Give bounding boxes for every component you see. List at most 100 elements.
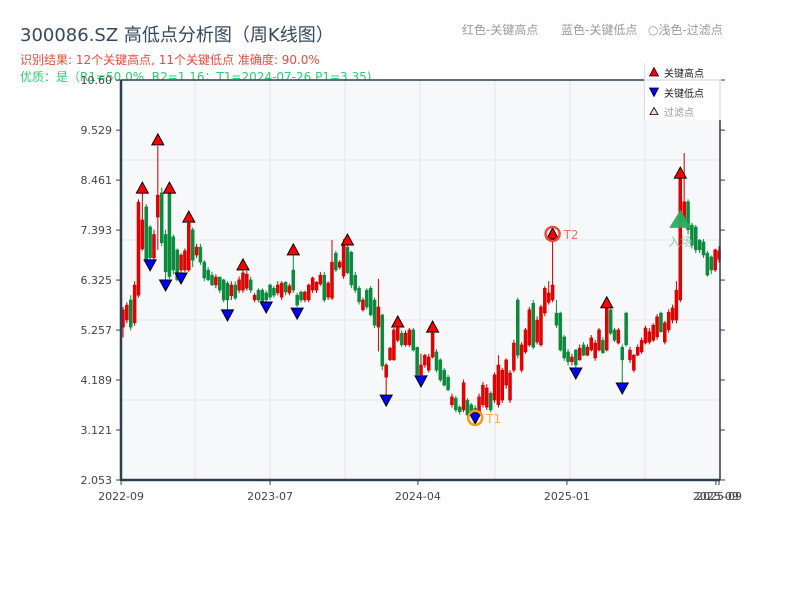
- candle-body: [446, 376, 450, 391]
- candle-up: [550, 236, 555, 303]
- candle-body: [628, 349, 632, 361]
- candle-body: [372, 299, 377, 326]
- candle-up: [314, 281, 319, 293]
- candle-body: [620, 346, 624, 361]
- candle-body: [635, 346, 640, 356]
- candle-up: [183, 248, 187, 272]
- candle-up: [628, 346, 632, 364]
- x-tick-label: 2022-09: [98, 490, 144, 503]
- candle-up: [635, 344, 640, 357]
- candle-down: [233, 281, 237, 300]
- candle-down: [686, 199, 690, 235]
- candle-body: [260, 289, 265, 303]
- candle-down: [190, 227, 195, 268]
- candle-up: [245, 270, 249, 291]
- candle-body: [485, 387, 489, 408]
- candle-down: [446, 374, 450, 392]
- candle-body: [384, 364, 388, 378]
- candle-body: [287, 285, 292, 294]
- x-tick-label: 2025-01: [544, 490, 590, 503]
- candle-body: [605, 306, 609, 351]
- candle-down: [694, 225, 698, 254]
- candle-up: [276, 281, 280, 296]
- candle-up: [156, 145, 160, 250]
- candle-body: [423, 354, 427, 366]
- candle-body: [256, 289, 261, 301]
- key-low-triangle-icon: [220, 309, 235, 322]
- candle-up: [504, 358, 508, 389]
- candle-body: [426, 356, 431, 371]
- candle-down: [365, 288, 369, 310]
- candle-body: [512, 342, 516, 371]
- candle-body: [550, 284, 555, 301]
- candle-up: [407, 328, 412, 347]
- candle-up: [589, 335, 594, 352]
- candle-body: [310, 277, 315, 291]
- candle-body: [593, 342, 597, 359]
- candle-body: [198, 246, 203, 263]
- key-high-triangle-icon: [162, 181, 177, 194]
- candle-down: [438, 358, 443, 382]
- target-ring-t2: [544, 225, 561, 243]
- candle-down: [411, 328, 416, 352]
- hint-red-key-high: 红色-关键高点: [462, 23, 539, 37]
- key-low-triangle-icon: [379, 394, 394, 408]
- candle-body: [488, 392, 493, 411]
- candle-down: [701, 239, 706, 258]
- candle-down: [128, 295, 133, 331]
- candle-body: [577, 347, 582, 361]
- legend-item-key-high: 关键高点: [649, 64, 704, 80]
- candle-body: [531, 302, 535, 348]
- candle-up: [605, 305, 609, 352]
- candle-body: [140, 219, 145, 250]
- key-high-triangle-icon: [181, 210, 196, 223]
- candle-down: [372, 297, 377, 329]
- candle-down: [248, 276, 253, 293]
- candle-down: [334, 250, 338, 272]
- legend-label: 关键高点: [664, 68, 704, 80]
- candle-down: [442, 367, 446, 387]
- candle-down: [349, 250, 354, 289]
- candle-body: [283, 281, 288, 293]
- candle-down: [218, 276, 222, 293]
- candle-body: [291, 269, 296, 291]
- candle-body: [461, 382, 466, 411]
- candle-down: [709, 255, 714, 275]
- candle-up: [423, 353, 427, 368]
- candle-body: [686, 201, 690, 231]
- candle-body: [519, 344, 524, 371]
- candle-up: [376, 278, 381, 352]
- candle-body: [337, 261, 342, 268]
- candle-up: [500, 367, 505, 403]
- candle-down: [206, 267, 210, 282]
- candle-body: [454, 397, 458, 411]
- key-low-triangle-icon: [174, 272, 188, 286]
- y-tick-label: 4.189: [81, 374, 113, 387]
- candle-up: [237, 276, 241, 293]
- candle-body: [279, 282, 284, 298]
- key-high-triangle-icon: [150, 132, 165, 146]
- key-low-triangle-icon: [290, 307, 304, 321]
- candle-body: [156, 194, 160, 218]
- candle-up: [481, 381, 485, 408]
- candle-body: [330, 261, 334, 299]
- candle-down: [690, 222, 694, 249]
- candle-body: [616, 329, 621, 344]
- candles: [121, 145, 721, 417]
- candle-down: [221, 278, 226, 303]
- candle-down: [283, 281, 288, 296]
- candle-up: [214, 274, 218, 289]
- candle-up: [597, 328, 601, 352]
- key-high-triangle-icon: [390, 314, 405, 328]
- candle-body: [709, 256, 714, 271]
- candle-body: [663, 322, 667, 343]
- candle-up: [492, 372, 497, 403]
- candle-down: [353, 271, 357, 293]
- key-high-triangle-icon: [545, 226, 560, 240]
- candle-up: [632, 353, 636, 373]
- key-high-triangle-icon: [673, 166, 688, 179]
- chart-legend: 关键高点 关键低点 过滤点: [644, 63, 721, 120]
- candle-body: [403, 332, 408, 346]
- candle-body: [190, 229, 195, 261]
- candle-body: [562, 336, 566, 359]
